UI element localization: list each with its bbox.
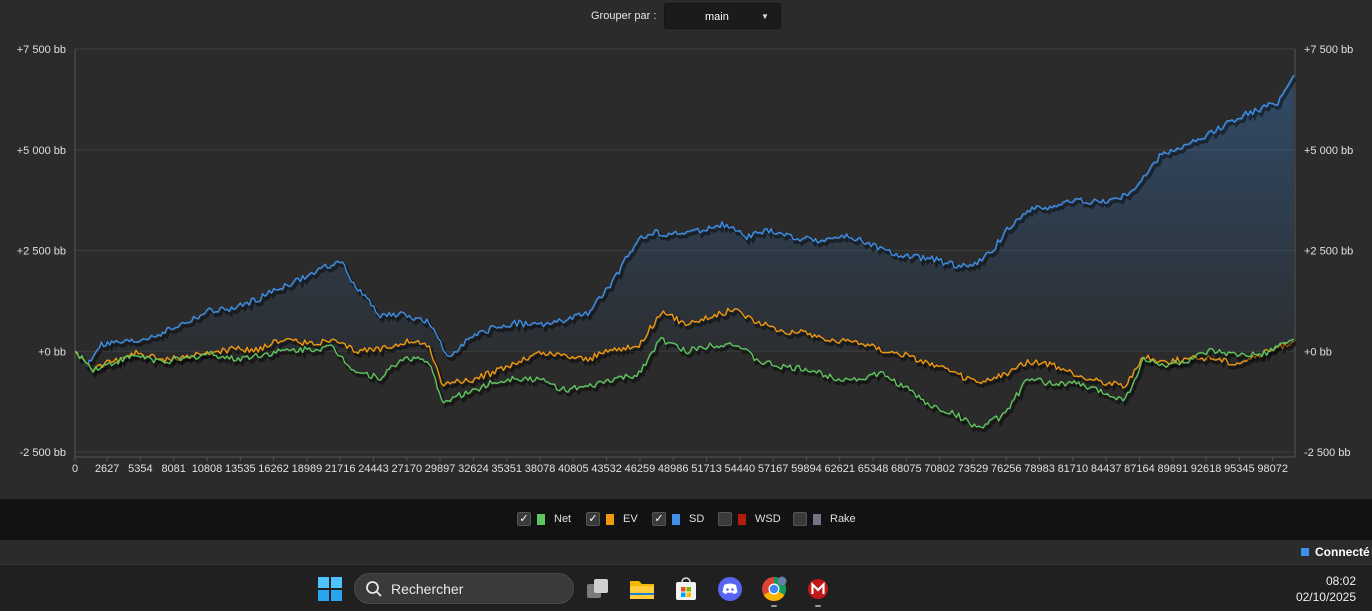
discord-icon[interactable] [717, 576, 743, 602]
y-tick-label-left: +2 500 bb [17, 246, 66, 258]
legend-swatch-wsd [738, 513, 746, 525]
connection-status-text: Connecté [1315, 545, 1370, 559]
legend-swatch-sd [672, 513, 680, 525]
x-tick-label: 43532 [591, 463, 622, 475]
group-by-value: main [705, 11, 729, 23]
legend-item-ev[interactable]: ✓ EV [586, 512, 638, 526]
x-tick-label: 51713 [691, 463, 722, 475]
x-tick-label: 46259 [625, 463, 656, 475]
connection-status-icon [1301, 548, 1309, 556]
x-tick-label: 84437 [1091, 463, 1122, 475]
series-legend: ✓ Net ✓ EV ✓ SD WSD Rake [0, 499, 1372, 540]
chrome-running-indicator [771, 605, 777, 607]
checkbox-wsd[interactable] [718, 512, 732, 526]
x-tick-label: 62621 [824, 463, 855, 475]
legend-label-net: Net [554, 513, 572, 525]
x-tick-label: 89891 [1157, 463, 1188, 475]
status-bar: Connecté [0, 540, 1372, 564]
group-by-label: Grouper par : [591, 10, 657, 22]
x-tick-label: 81710 [1058, 463, 1089, 475]
x-tick-label: 8081 [161, 463, 185, 475]
x-tick-label: 5354 [128, 463, 152, 475]
file-explorer-icon[interactable] [629, 576, 655, 602]
x-tick-label: 27170 [392, 463, 423, 475]
x-tick-label: 76256 [991, 463, 1022, 475]
y-tick-label-right: +7 500 bb [1304, 44, 1353, 56]
chrome-icon[interactable] [761, 576, 787, 602]
winnings-chart[interactable]: +7 500 bb +7 500 bb +5 000 bb +5 000 bb +2 5… [0, 36, 1372, 499]
series-line-ev [75, 307, 1295, 389]
x-tick-label: 10808 [192, 463, 223, 475]
checkbox-sd[interactable]: ✓ [652, 512, 666, 526]
mcafee-running-indicator [815, 605, 821, 607]
task-view-icon[interactable] [585, 576, 611, 602]
mcafee-icon[interactable] [805, 576, 831, 602]
x-tick-label: 38078 [525, 463, 556, 475]
series-area-sd [75, 75, 1294, 367]
x-tick-label: 2627 [95, 463, 119, 475]
x-tick-label: 68075 [891, 463, 922, 475]
y-tick-label-left: +0 bb [38, 346, 66, 358]
y-tick-label-left: +5 000 bb [17, 145, 66, 157]
y-tick-label-right: +5 000 bb [1304, 145, 1353, 157]
y-tick-label-right: +0 bb [1304, 346, 1332, 358]
x-tick-label: 35351 [491, 463, 522, 475]
x-tick-label: 21716 [325, 463, 356, 475]
x-tick-label: 87164 [1124, 463, 1155, 475]
system-clock[interactable]: 08:02 02/10/2025 [1296, 573, 1356, 605]
x-tick-label: 98072 [1257, 463, 1288, 475]
y-tick-label-right: +2 500 bb [1304, 246, 1353, 258]
series-line-net [75, 336, 1295, 429]
windows-taskbar: Rechercher 08:02 02/10/2025 [0, 564, 1372, 611]
legend-swatch-rake [813, 513, 821, 525]
legend-label-wsd: WSD [755, 513, 781, 525]
group-by-select[interactable]: main ▼ [664, 3, 781, 29]
x-tick-label: 32624 [458, 463, 489, 475]
checkbox-net[interactable]: ✓ [517, 512, 531, 526]
legend-swatch-ev [606, 513, 614, 525]
legend-label-sd: SD [689, 513, 705, 525]
x-tick-label: 24443 [358, 463, 389, 475]
x-tick-label: 54440 [725, 463, 756, 475]
x-tick-label: 57167 [758, 463, 789, 475]
x-tick-label: 29897 [425, 463, 456, 475]
legend-item-sd[interactable]: ✓ SD [652, 512, 704, 526]
x-tick-label: 92618 [1191, 463, 1222, 475]
chart-toolbar: Grouper par : main ▼ [0, 0, 1372, 36]
graph-panel: +7 500 bb +7 500 bb +5 000 bb +5 000 bb +2 5… [0, 36, 1372, 499]
x-tick-label: 65348 [858, 463, 889, 475]
x-tick-label: 73529 [958, 463, 989, 475]
legend-item-rake[interactable]: Rake [793, 512, 856, 526]
legend-item-wsd[interactable]: WSD [718, 512, 781, 526]
legend-swatch-net [537, 513, 545, 525]
x-tick-label: 0 [72, 463, 78, 475]
x-tick-label: 78983 [1024, 463, 1055, 475]
series-shadow-sd [77, 77, 1297, 373]
checkbox-ev[interactable]: ✓ [586, 512, 600, 526]
x-tick-label: 16262 [258, 463, 289, 475]
y-tick-label-left: -2 500 bb [20, 447, 66, 459]
legend-label-rake: Rake [830, 513, 856, 525]
y-tick-label-right: -2 500 bb [1304, 447, 1350, 459]
x-tick-label: 59894 [791, 463, 822, 475]
clock-date: 02/10/2025 [1295, 590, 1356, 604]
x-tick-label: 48986 [658, 463, 689, 475]
x-tick-label: 70802 [924, 463, 955, 475]
x-tick-label: 18989 [292, 463, 323, 475]
windows-start-icon[interactable] [317, 576, 343, 602]
legend-label-ev: EV [623, 513, 638, 525]
microsoft-store-icon[interactable] [673, 576, 699, 602]
x-tick-label: 13535 [225, 463, 256, 475]
series-line-sd [75, 74, 1295, 368]
clock-time: 08:02 [1325, 574, 1356, 588]
x-tick-label: 40805 [558, 463, 589, 475]
legend-item-net[interactable]: ✓ Net [517, 512, 571, 526]
search-placeholder: Rechercher [391, 581, 464, 597]
taskbar-search-box[interactable]: Rechercher [354, 573, 574, 604]
x-tick-label: 95345 [1224, 463, 1255, 475]
checkbox-rake[interactable] [793, 512, 807, 526]
y-tick-label-left: +7 500 bb [17, 44, 66, 56]
search-icon [366, 581, 382, 597]
chevron-down-icon: ▼ [761, 12, 769, 21]
